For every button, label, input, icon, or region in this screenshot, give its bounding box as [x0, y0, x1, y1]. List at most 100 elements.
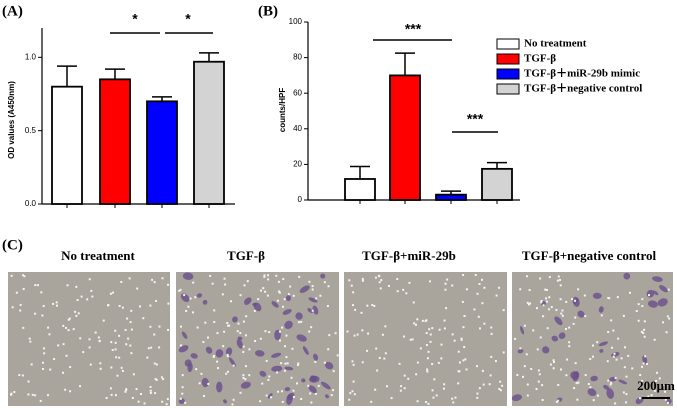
pore	[650, 394, 653, 397]
pore	[465, 288, 468, 291]
pore	[519, 347, 522, 350]
y-tick-label: 0.0	[25, 199, 37, 208]
pore	[332, 389, 335, 392]
pore	[374, 276, 377, 279]
pore	[596, 394, 599, 397]
pore	[625, 393, 628, 396]
pore	[523, 324, 526, 327]
pore	[643, 320, 646, 323]
pore	[15, 291, 18, 294]
pore	[559, 284, 562, 287]
pore	[568, 341, 571, 344]
pore	[135, 388, 138, 391]
bar	[146, 100, 178, 205]
pore	[662, 384, 665, 387]
pore	[222, 345, 225, 348]
pore	[482, 383, 485, 386]
cell	[282, 309, 292, 315]
pore	[323, 361, 326, 364]
pore	[194, 296, 197, 299]
pore	[153, 281, 156, 284]
pore	[34, 312, 37, 315]
pore	[378, 356, 381, 359]
pore	[102, 319, 105, 322]
pore	[352, 363, 355, 366]
pore	[555, 400, 558, 403]
pore	[167, 328, 170, 331]
pore	[522, 375, 525, 378]
pore	[242, 350, 245, 353]
scale-bar-label: 200μm	[637, 378, 675, 393]
pore	[664, 390, 667, 393]
cell	[225, 347, 233, 356]
pore	[225, 372, 228, 375]
pore	[246, 280, 249, 283]
pore	[99, 362, 102, 365]
pore	[202, 341, 205, 344]
pore	[499, 380, 502, 383]
cell	[299, 285, 310, 293]
pore	[387, 284, 390, 287]
pore	[568, 326, 571, 329]
pore	[432, 396, 435, 399]
cell	[590, 375, 598, 382]
pore	[403, 374, 406, 377]
pore	[264, 330, 267, 333]
cell	[558, 332, 566, 340]
cell	[286, 394, 293, 405]
pore	[458, 361, 461, 364]
pore	[541, 384, 544, 387]
cell	[223, 399, 227, 404]
pore	[264, 290, 267, 293]
pore	[19, 309, 22, 312]
pore	[642, 332, 645, 335]
pore	[149, 385, 152, 388]
pore	[278, 291, 281, 294]
bar	[99, 78, 131, 205]
pore	[57, 344, 60, 347]
pore	[427, 402, 430, 405]
pore	[287, 293, 290, 296]
cell	[542, 346, 550, 354]
pore	[402, 335, 405, 338]
pore	[310, 401, 313, 404]
cell	[190, 353, 198, 359]
pore	[405, 292, 408, 295]
pore	[69, 366, 72, 369]
pore	[658, 377, 661, 380]
cell	[325, 394, 329, 399]
pore	[39, 399, 42, 402]
pore	[478, 387, 481, 390]
pore	[129, 321, 132, 324]
pore	[644, 355, 647, 358]
pore	[295, 382, 298, 385]
cell	[201, 377, 209, 388]
pore	[526, 275, 529, 278]
cell	[320, 273, 326, 279]
cell	[312, 305, 319, 315]
pore	[428, 328, 431, 331]
legend-swatch	[496, 68, 520, 80]
pore	[427, 350, 430, 353]
pore	[614, 402, 617, 405]
cell	[659, 284, 668, 293]
pore	[243, 284, 246, 287]
pore	[556, 279, 559, 282]
pore	[460, 338, 463, 341]
pore	[153, 333, 156, 336]
pore	[142, 317, 145, 320]
pore	[328, 334, 331, 337]
pore	[574, 362, 577, 365]
pore	[443, 319, 446, 322]
significance-label: ***	[405, 21, 422, 37]
pore	[223, 277, 226, 280]
pore	[640, 379, 643, 382]
y-tick-label: 20	[293, 160, 302, 169]
pore	[151, 278, 154, 281]
y-tick-label: 0.5	[25, 126, 37, 135]
pore	[114, 341, 117, 344]
pore	[76, 299, 79, 302]
pore	[421, 319, 424, 322]
pore	[261, 382, 264, 385]
pore	[263, 274, 266, 277]
